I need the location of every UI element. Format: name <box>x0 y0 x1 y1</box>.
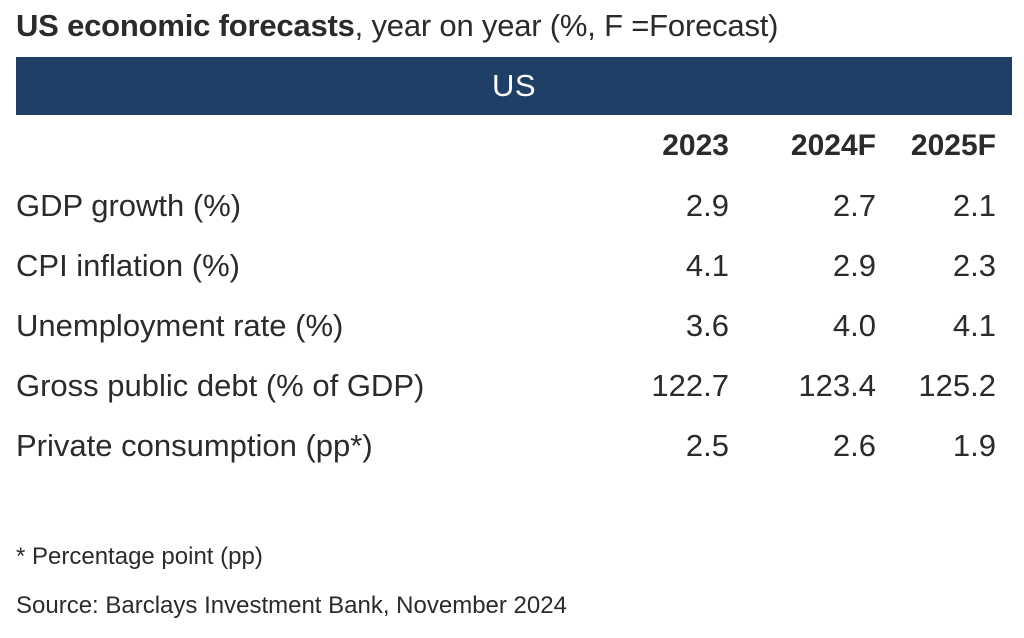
cell-value: 2.1 <box>952 188 996 223</box>
table-header-row: 2023 2024F 2025F <box>16 116 996 176</box>
cell-value: 4.1 <box>685 248 729 283</box>
cell-value: 4.0 <box>832 308 876 343</box>
row-label: Unemployment rate (%) <box>16 308 344 343</box>
column-header-2025f: 2025F <box>910 129 996 162</box>
forecast-table: 2023 2024F 2025F GDP growth (%) 2.9 2.7 … <box>16 116 996 476</box>
cell-value: 2.3 <box>952 248 996 283</box>
cell-value: 2.5 <box>685 428 729 463</box>
cell-value: 2.6 <box>832 428 876 463</box>
region-banner-label: US <box>491 68 537 103</box>
row-label: GDP growth (%) <box>16 188 242 223</box>
source-note: Source: Barclays Investment Bank, Novemb… <box>16 592 567 619</box>
page-title-subtitle: , year on year (%, F =Forecast) <box>354 8 779 43</box>
cell-value: 1.9 <box>952 428 996 463</box>
cell-value: 2.9 <box>832 248 876 283</box>
cell-value: 2.7 <box>832 188 876 223</box>
region-banner: US <box>16 57 1012 115</box>
page-title-bold: US economic forecasts <box>16 8 355 43</box>
column-header-blank <box>16 116 596 176</box>
table-row: Private consumption (pp*) 2.5 2.6 1.9 <box>16 416 996 476</box>
column-header-2024f: 2024F <box>790 129 876 162</box>
column-header-2023: 2023 <box>662 129 729 162</box>
cell-value: 125.2 <box>918 368 996 403</box>
cell-value: 123.4 <box>798 368 876 403</box>
row-label: CPI inflation (%) <box>16 248 240 283</box>
table-row: CPI inflation (%) 4.1 2.9 2.3 <box>16 236 996 296</box>
table-row: Gross public debt (% of GDP) 122.7 123.4… <box>16 356 996 416</box>
cell-value: 122.7 <box>651 368 729 403</box>
row-label: Gross public debt (% of GDP) <box>16 368 425 403</box>
footnote: * Percentage point (pp) <box>16 543 263 570</box>
table-row: Unemployment rate (%) 3.6 4.0 4.1 <box>16 296 996 356</box>
page-title: US economic forecasts, year on year (%, … <box>16 4 778 48</box>
cell-value: 4.1 <box>952 308 996 343</box>
cell-value: 3.6 <box>685 308 729 343</box>
table-row: GDP growth (%) 2.9 2.7 2.1 <box>16 176 996 236</box>
row-label: Private consumption (pp*) <box>16 428 373 463</box>
cell-value: 2.9 <box>685 188 729 223</box>
